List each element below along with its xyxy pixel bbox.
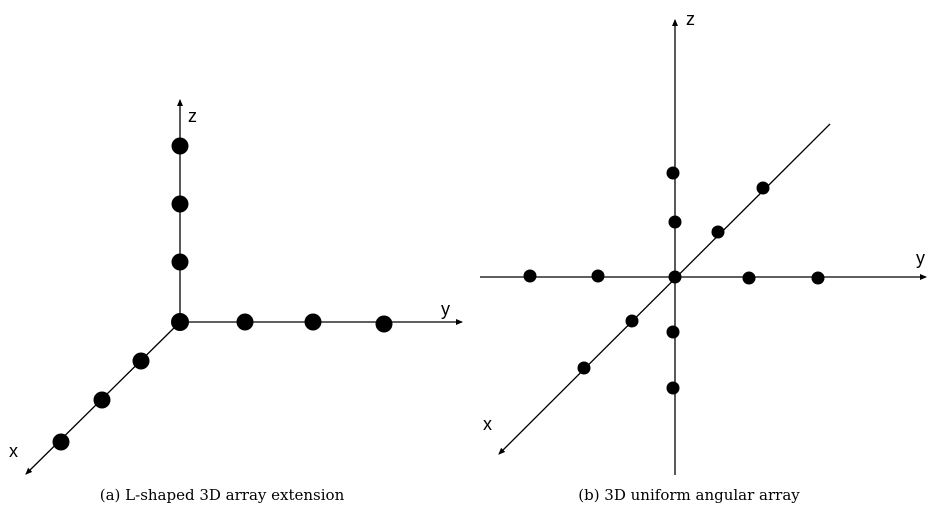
panel-a-sensor-z-3	[171, 137, 189, 155]
panel-b-sensor-x-pos-1	[625, 314, 639, 328]
panel-b-sensor-y-pos-1	[742, 271, 756, 285]
panel-a-sensor-x-1	[132, 352, 150, 370]
panel-a-sensor-x-3	[52, 433, 70, 451]
panel-b-sensor-y-neg-1	[591, 269, 605, 283]
panel-a-y-label: y	[441, 299, 450, 319]
panel-b-sensor-y-neg-2	[523, 269, 537, 283]
panel-a-sensor-y-3	[375, 315, 393, 333]
panel-a-sensor-y-1	[236, 313, 254, 331]
panel-b-sensor-y-pos-2	[811, 271, 825, 285]
panel-b-sensor-x-neg-2	[756, 181, 770, 195]
panel-b-x-label: x	[483, 414, 492, 434]
panel-a-z-label: z	[188, 106, 197, 126]
panel-b: z y x (b) 3D uniform angular array	[480, 9, 927, 504]
panel-b-sensor-z-pos-1	[668, 215, 682, 229]
panel-b-sensor-x-neg-1	[711, 225, 725, 239]
panel-a-sensor-z-1	[171, 253, 189, 271]
panel-a-sensor-x-2	[93, 391, 111, 409]
panel-a-sensor-y-2	[304, 313, 322, 331]
panel-b-caption: (b) 3D uniform angular array	[578, 486, 800, 504]
panel-b-z-label: z	[686, 9, 695, 29]
panel-b-y-label: y	[916, 248, 925, 268]
panel-b-sensor-z-neg-1	[666, 325, 680, 339]
panel-a-x-label: x	[9, 441, 18, 461]
panel-a-sensor-z-2	[171, 195, 189, 213]
panel-b-sensor-origin	[668, 270, 682, 284]
panel-b-sensor-x-pos-2	[577, 361, 591, 375]
panel-a-caption: (a) L-shaped 3D array extension	[100, 486, 345, 504]
panel-a-sensor-origin	[171, 313, 189, 331]
panel-b-sensor-z-neg-2	[666, 381, 680, 395]
panel-b-sensor-z-pos-2	[666, 166, 680, 180]
panel-b-x-axis	[498, 123, 831, 455]
panel-a: z y x (a) L-shaped 3D array extension	[9, 99, 463, 504]
